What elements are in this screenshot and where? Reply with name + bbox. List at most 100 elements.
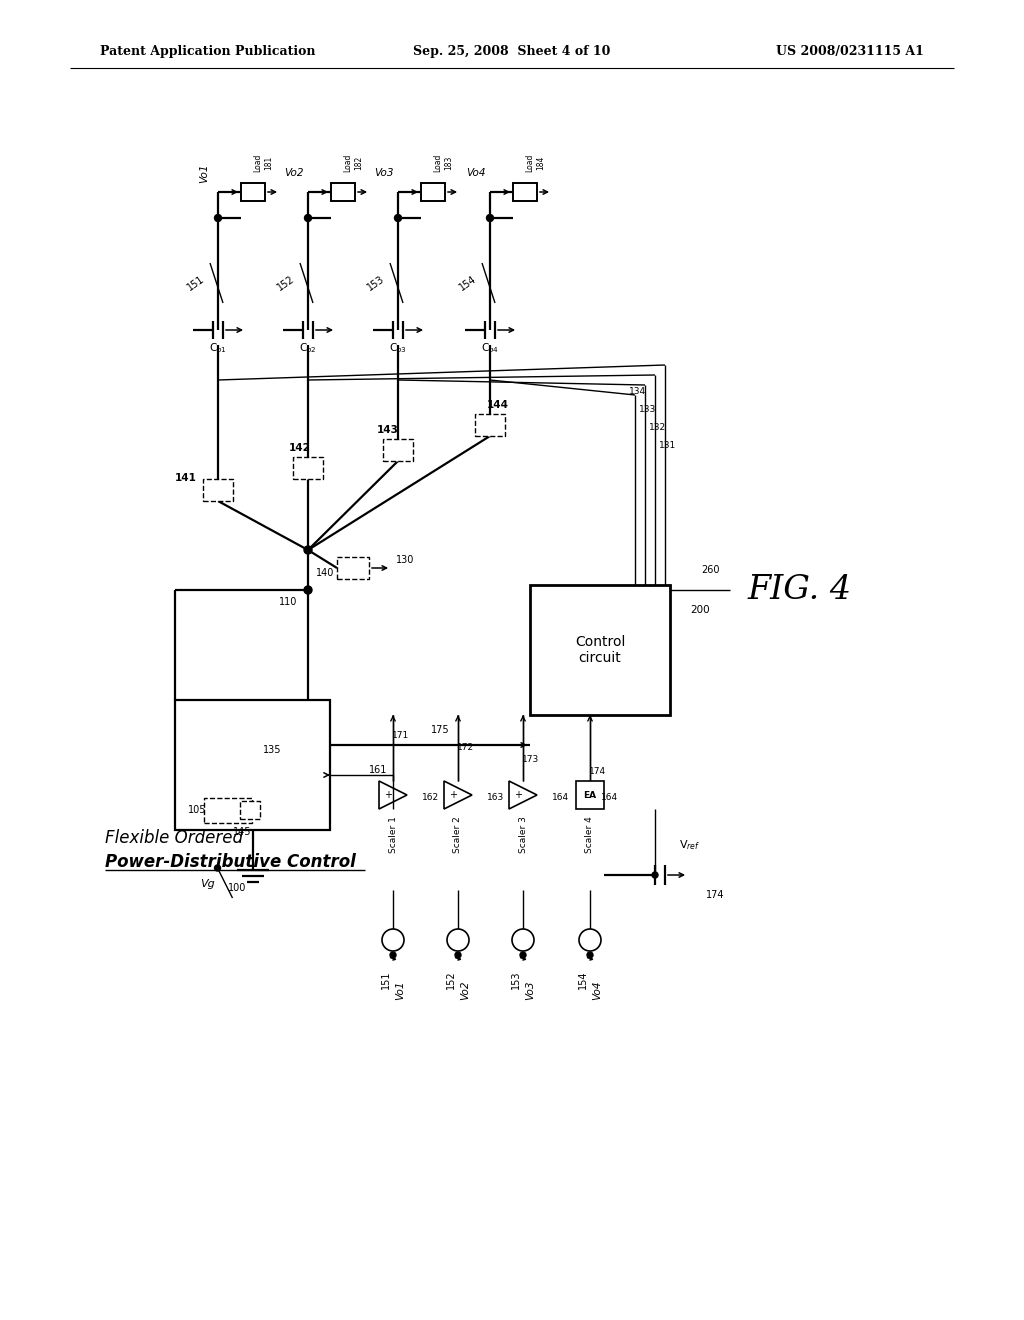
- Circle shape: [304, 586, 312, 594]
- Bar: [475, 414, 505, 436]
- Text: 132: 132: [649, 422, 667, 432]
- Text: 131: 131: [659, 441, 677, 450]
- Text: V$_{ref}$: V$_{ref}$: [679, 838, 700, 851]
- Text: Vo1: Vo1: [395, 981, 406, 999]
- Text: Scaler 3: Scaler 3: [518, 817, 527, 854]
- Bar: [203, 479, 233, 502]
- Text: 151: 151: [381, 970, 391, 989]
- Bar: [293, 457, 323, 479]
- Text: FIG. 4: FIG. 4: [748, 574, 852, 606]
- Text: Vo3: Vo3: [525, 981, 535, 999]
- Circle shape: [486, 214, 494, 222]
- Text: 151: 151: [185, 273, 207, 293]
- Text: C$_{o4}$: C$_{o4}$: [481, 341, 499, 355]
- Text: Scaler 2: Scaler 2: [454, 817, 463, 853]
- Text: C$_{o2}$: C$_{o2}$: [299, 341, 316, 355]
- Text: Vo4: Vo4: [592, 981, 602, 999]
- Text: US 2008/0231115 A1: US 2008/0231115 A1: [776, 45, 924, 58]
- Text: 140: 140: [315, 568, 334, 578]
- Text: 200: 200: [690, 605, 710, 615]
- Text: +: +: [514, 789, 522, 800]
- Text: 162: 162: [423, 793, 439, 803]
- Circle shape: [512, 929, 534, 950]
- Text: 164: 164: [601, 793, 618, 803]
- Text: 143: 143: [377, 425, 399, 436]
- Text: 141: 141: [175, 473, 197, 483]
- Text: 144: 144: [487, 400, 509, 411]
- Text: Load: Load: [254, 154, 262, 172]
- Text: Sep. 25, 2008  Sheet 4 of 10: Sep. 25, 2008 Sheet 4 of 10: [414, 45, 610, 58]
- Bar: [204, 797, 252, 822]
- Text: Scaler 4: Scaler 4: [586, 817, 595, 853]
- Text: Vo3: Vo3: [374, 168, 394, 178]
- Circle shape: [455, 952, 461, 958]
- Text: Load: Load: [525, 154, 535, 172]
- Bar: [575, 781, 604, 809]
- Bar: [337, 557, 369, 579]
- Text: 174: 174: [706, 890, 724, 900]
- Text: 182: 182: [354, 156, 364, 170]
- Circle shape: [304, 546, 312, 554]
- Text: 152: 152: [275, 273, 297, 293]
- Text: 260: 260: [700, 565, 719, 576]
- Text: 164: 164: [552, 793, 569, 803]
- Text: 100: 100: [228, 883, 247, 894]
- Text: Patent Application Publication: Patent Application Publication: [100, 45, 315, 58]
- Text: Scaler 1: Scaler 1: [388, 817, 397, 854]
- Text: 184: 184: [537, 156, 546, 170]
- Text: 130: 130: [396, 554, 414, 565]
- Text: 105: 105: [188, 805, 207, 814]
- Text: Vo1: Vo1: [199, 164, 209, 182]
- Text: 163: 163: [487, 793, 505, 803]
- Text: 154: 154: [578, 970, 588, 989]
- Circle shape: [390, 952, 396, 958]
- Bar: [530, 585, 670, 715]
- Circle shape: [304, 214, 311, 222]
- Text: 153: 153: [511, 970, 521, 989]
- Circle shape: [382, 929, 404, 950]
- Circle shape: [214, 214, 221, 222]
- Bar: [331, 183, 355, 201]
- Text: Control
circuit: Control circuit: [574, 635, 626, 665]
- Text: 172: 172: [458, 742, 474, 751]
- Text: 142: 142: [289, 444, 311, 453]
- Circle shape: [447, 929, 469, 950]
- Text: Power-Distributive Control: Power-Distributive Control: [105, 853, 356, 871]
- Text: 171: 171: [392, 730, 410, 739]
- Text: 152: 152: [446, 970, 456, 989]
- Text: 133: 133: [639, 404, 656, 413]
- Text: Vo4: Vo4: [466, 168, 485, 178]
- Bar: [383, 440, 413, 461]
- Circle shape: [652, 873, 658, 878]
- Text: Vo2: Vo2: [460, 981, 470, 999]
- Bar: [513, 183, 537, 201]
- Text: Flexible Ordered: Flexible Ordered: [105, 829, 243, 847]
- Text: C$_{o1}$: C$_{o1}$: [209, 341, 227, 355]
- Circle shape: [520, 952, 526, 958]
- Text: 154: 154: [458, 273, 478, 293]
- Text: 135: 135: [263, 744, 282, 755]
- Circle shape: [214, 865, 220, 871]
- Circle shape: [579, 929, 601, 950]
- Text: 145: 145: [233, 828, 252, 837]
- Text: +: +: [384, 789, 392, 800]
- Bar: [241, 183, 265, 201]
- Text: 181: 181: [264, 156, 273, 170]
- Text: 174: 174: [590, 767, 606, 776]
- Text: Load: Load: [343, 154, 352, 172]
- Text: 175: 175: [431, 725, 450, 735]
- Circle shape: [394, 214, 401, 222]
- Bar: [421, 183, 445, 201]
- Text: 153: 153: [366, 273, 386, 293]
- Text: +: +: [449, 789, 457, 800]
- Bar: [175, 700, 330, 830]
- Text: 110: 110: [279, 597, 297, 607]
- Text: C$_{o3}$: C$_{o3}$: [389, 341, 407, 355]
- Text: Vg: Vg: [200, 879, 215, 888]
- Text: 183: 183: [444, 156, 454, 170]
- Text: 173: 173: [522, 755, 540, 763]
- Text: EA: EA: [584, 791, 597, 800]
- Bar: [240, 801, 259, 818]
- Text: Load: Load: [433, 154, 442, 172]
- Text: 161: 161: [369, 766, 387, 775]
